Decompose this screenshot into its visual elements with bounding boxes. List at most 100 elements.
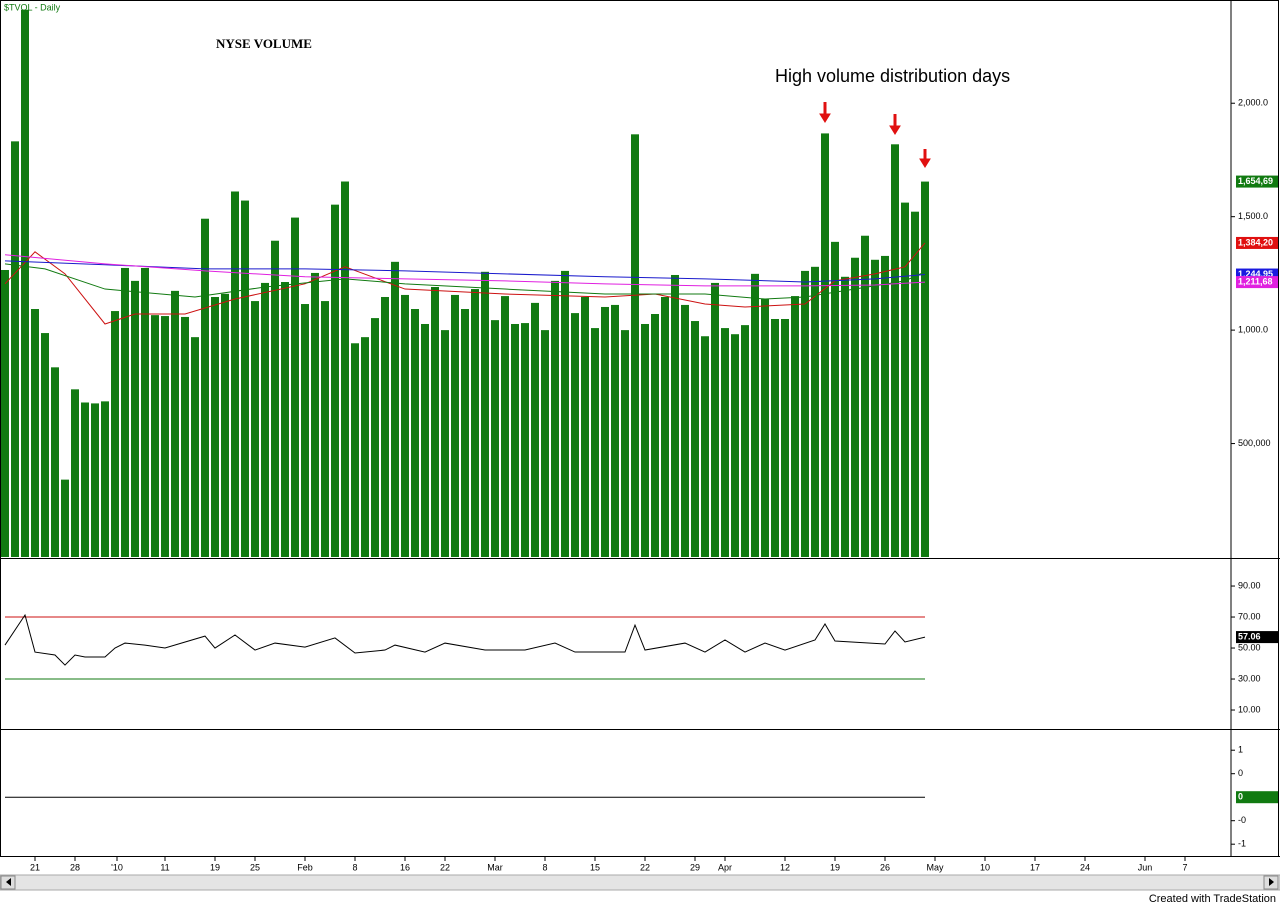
bar [621,330,629,557]
x-tick-label: 24 [1080,862,1090,872]
last-value-box [1236,631,1278,644]
line [4,254,926,287]
bar [571,313,579,557]
bar [361,337,369,557]
bar [311,272,319,557]
bar [601,306,609,557]
bar [641,323,649,557]
bar [241,200,249,558]
line [4,263,926,300]
bar [681,304,689,557]
bar [221,293,229,557]
bar [81,402,89,557]
bar [91,403,99,557]
bar [671,274,679,557]
x-tick-label: 28 [70,862,80,872]
y-tick-label: 1,500.0 [1238,211,1268,221]
bar [761,299,769,557]
y-tick-label: 70.00 [1238,611,1261,621]
last-value-label: 1,244,95 [1238,269,1273,279]
x-tick-label: 7 [1182,862,1187,872]
arrows [819,102,931,168]
x-tick-label: Feb [297,862,313,872]
bar [71,389,79,557]
y-tick-label: 1 [1238,745,1243,755]
bar [841,276,849,557]
bar [421,323,429,557]
bar [231,191,239,557]
x-tick-label: Jun [1138,862,1153,872]
bar [401,294,409,557]
bar [801,270,809,557]
bar [731,334,739,557]
bar [781,318,789,557]
bar [651,314,659,557]
bar [261,282,269,557]
bar [331,204,339,557]
x-tick-label: 8 [352,862,357,872]
bar [911,211,919,558]
bar [431,287,439,557]
bar [371,318,379,557]
y-tick-label: 30.00 [1238,673,1261,683]
x-tick-label: Mar [487,862,503,872]
bar [921,181,929,558]
bar [741,325,749,557]
bar [881,255,889,557]
bar [321,301,329,557]
bar [811,266,819,557]
x-tick-label: 29 [690,862,700,872]
last-value-box [1236,791,1278,804]
footer: Created with TradeStation [1149,893,1276,905]
x-tick-label: 17 [1030,862,1040,872]
x-tick-label: 15 [590,862,600,872]
bar [891,144,899,558]
y-tick-label: -0 [1238,815,1246,825]
last-value-box [1236,276,1278,289]
bar [11,141,19,557]
bar [181,316,189,557]
bar [721,328,729,557]
x-tick-label: Apr [718,862,732,872]
bar [301,304,309,557]
bar [701,336,709,557]
bar [831,241,839,557]
scroll-right-icon [1269,878,1274,886]
scrollbar[interactable] [0,874,1280,891]
bar [871,259,879,557]
bar [341,181,349,557]
scroll-track[interactable] [0,874,1280,891]
bar [821,133,829,557]
bar [461,309,469,557]
line [4,613,926,666]
y-tick-label: 10.00 [1238,704,1261,714]
bar [291,217,299,557]
bar [1,269,9,557]
bar [771,318,779,557]
bar [171,290,179,557]
last-value-label: 0 [1238,792,1243,802]
last-value-box [1236,236,1278,249]
x-tick-label: '10 [111,862,123,872]
bar [531,302,539,557]
x-tick-label: 21 [30,862,40,872]
bar [861,235,869,558]
bar [151,315,159,557]
bar [611,304,619,557]
bar [481,271,489,557]
bar [631,134,639,557]
bar [791,296,799,557]
x-tick-label: 25 [250,862,260,872]
arrow-head [919,158,931,168]
bar [281,282,289,557]
bar [511,323,519,557]
bar [691,321,699,557]
last-value-label: 1,654,69 [1238,176,1273,186]
bar [581,296,589,557]
y-tick-label: 500,000 [1238,438,1271,448]
bar [411,309,419,557]
bar [381,296,389,557]
bar [851,257,859,557]
annotation: High volume distribution days [775,66,1010,86]
x-tick-label: 16 [400,862,410,872]
